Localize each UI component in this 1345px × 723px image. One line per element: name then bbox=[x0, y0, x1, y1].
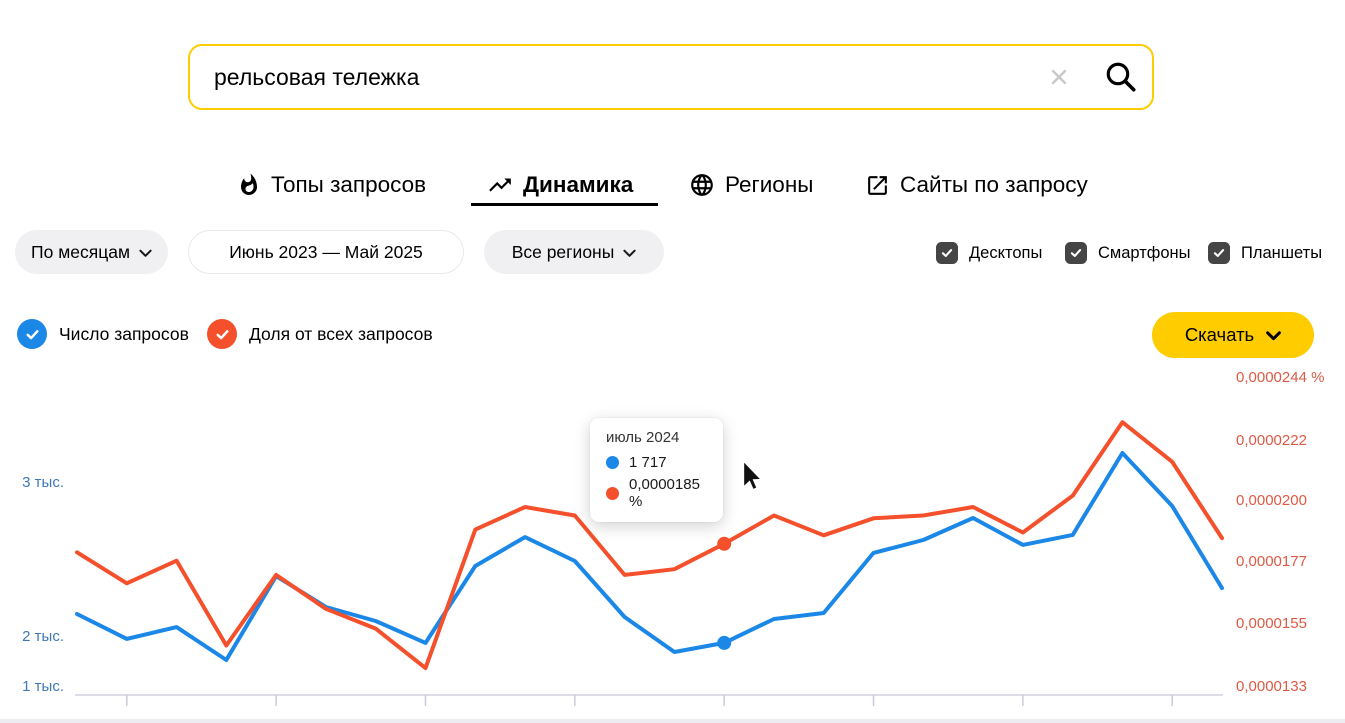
legend-count-toggle[interactable]: Число запросов bbox=[17, 318, 189, 350]
tab-tops-label: Топы запросов bbox=[271, 172, 427, 197]
right-axis-tick-label: 0,0000177 bbox=[1236, 553, 1307, 570]
tab-regions[interactable]: Регионы bbox=[689, 166, 813, 204]
clear-search-icon[interactable] bbox=[1048, 66, 1070, 88]
right-axis-tick-label: 0,0000155 bbox=[1236, 615, 1307, 632]
active-tab-underline bbox=[471, 203, 658, 206]
device-smartphones-label: Смартфоны bbox=[1098, 243, 1191, 262]
legend-share-label: Доля от всех запросов bbox=[249, 323, 433, 344]
count-dot-icon bbox=[606, 456, 619, 469]
tooltip-share-row: 0,0000185 % bbox=[606, 476, 709, 510]
left-axis-tick-label: 3 тыс. bbox=[22, 474, 64, 491]
tooltip-count-row: 1 717 bbox=[606, 454, 709, 471]
right-axis-tick-label: 0,0000222 bbox=[1236, 432, 1307, 449]
share-legend-dot-icon bbox=[207, 319, 237, 349]
trending-up-icon bbox=[487, 172, 513, 198]
external-link-icon bbox=[865, 173, 890, 198]
chevron-down-icon bbox=[623, 249, 636, 258]
device-smartphones-checkbox[interactable]: Смартфоны bbox=[1065, 240, 1191, 266]
left-axis-tick-label: 2 тыс. bbox=[22, 628, 64, 645]
search-bar bbox=[188, 44, 1154, 110]
fire-icon bbox=[237, 173, 261, 197]
checkbox-checked-icon bbox=[1208, 242, 1230, 264]
right-axis-tick-label: 0,0000200 bbox=[1236, 492, 1307, 509]
share-line bbox=[75, 420, 1224, 671]
search-input[interactable] bbox=[190, 46, 1152, 108]
checkbox-checked-icon bbox=[936, 242, 958, 264]
left-axis-tick-label: 1 тыс. bbox=[22, 678, 64, 695]
device-desktops-label: Десктопы bbox=[969, 243, 1043, 262]
tab-dynamics[interactable]: Динамика bbox=[487, 166, 633, 204]
device-desktops-checkbox[interactable]: Десктопы bbox=[936, 240, 1042, 266]
right-axis-tick-label: 0,0000133 bbox=[1236, 678, 1307, 695]
tooltip-count-value: 1 717 bbox=[629, 454, 667, 471]
period-select-value: Июнь 2023 — Май 2025 bbox=[229, 241, 423, 262]
chart-tooltip: июль 2024 1 717 0,0000185 % bbox=[590, 418, 723, 522]
legend-share-toggle[interactable]: Доля от всех запросов bbox=[207, 318, 433, 350]
tooltip-month: июль 2024 bbox=[606, 429, 680, 446]
legend-count-label: Число запросов bbox=[59, 323, 189, 344]
tab-tops[interactable]: Топы запросов bbox=[237, 166, 426, 204]
mouse-cursor-icon bbox=[741, 459, 763, 496]
chevron-down-icon bbox=[1266, 331, 1282, 341]
period-select[interactable]: Июнь 2023 — Май 2025 bbox=[188, 230, 464, 274]
download-button-label: Скачать bbox=[1184, 324, 1255, 345]
region-select-value: Все регионы bbox=[511, 241, 615, 262]
device-tablets-label: Планшеты bbox=[1241, 243, 1323, 262]
device-tablets-checkbox[interactable]: Планшеты bbox=[1208, 240, 1322, 266]
count-legend-dot-icon bbox=[17, 319, 47, 349]
grouping-select-value: По месяцам bbox=[31, 241, 130, 262]
share-dot-icon bbox=[606, 486, 619, 500]
tab-sites[interactable]: Сайты по запросу bbox=[865, 166, 1088, 204]
region-select[interactable]: Все регионы bbox=[484, 230, 664, 274]
count-highlight-dot bbox=[717, 635, 732, 650]
bottom-divider bbox=[0, 719, 1345, 723]
chevron-down-icon bbox=[139, 249, 152, 258]
checkbox-checked-icon bbox=[1065, 242, 1087, 264]
tab-regions-label: Регионы bbox=[725, 172, 814, 197]
share-highlight-dot bbox=[717, 536, 732, 551]
tooltip-share-value: 0,0000185 % bbox=[629, 476, 700, 510]
grouping-select[interactable]: По месяцам bbox=[15, 230, 168, 274]
tab-dynamics-label: Динамика bbox=[523, 172, 634, 197]
download-button[interactable]: Скачать bbox=[1152, 312, 1314, 358]
search-icon[interactable] bbox=[1104, 60, 1138, 94]
tab-sites-label: Сайты по запросу bbox=[900, 172, 1088, 197]
right-axis-tick-label: 0,0000244 % bbox=[1236, 369, 1325, 386]
